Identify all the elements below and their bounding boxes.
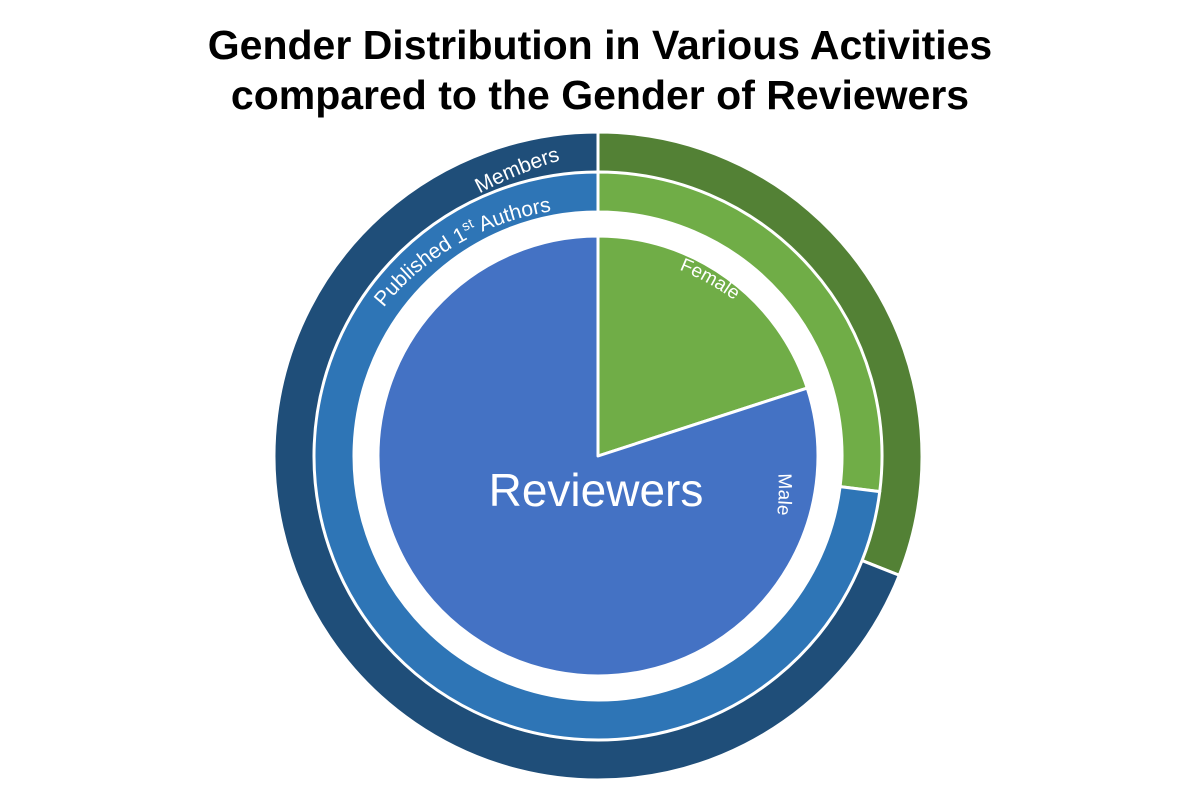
slice-reviewers-female [596,234,809,458]
chart-title-line-1: Gender Distribution in Various Activitie… [207,22,993,68]
slice-published-1st-authors-male [312,170,882,742]
slice-label-male: Male [772,473,795,516]
ring-published-authors [312,170,884,742]
slice-reviewers-male [376,234,820,678]
center-label-reviewers: Reviewers [489,464,704,516]
pie-reviewers [376,234,820,678]
chart-title-line-2: compared to the Gender of Reviewers [230,72,970,118]
chart-title: Gender Distribution in Various Activitie… [0,20,1200,120]
